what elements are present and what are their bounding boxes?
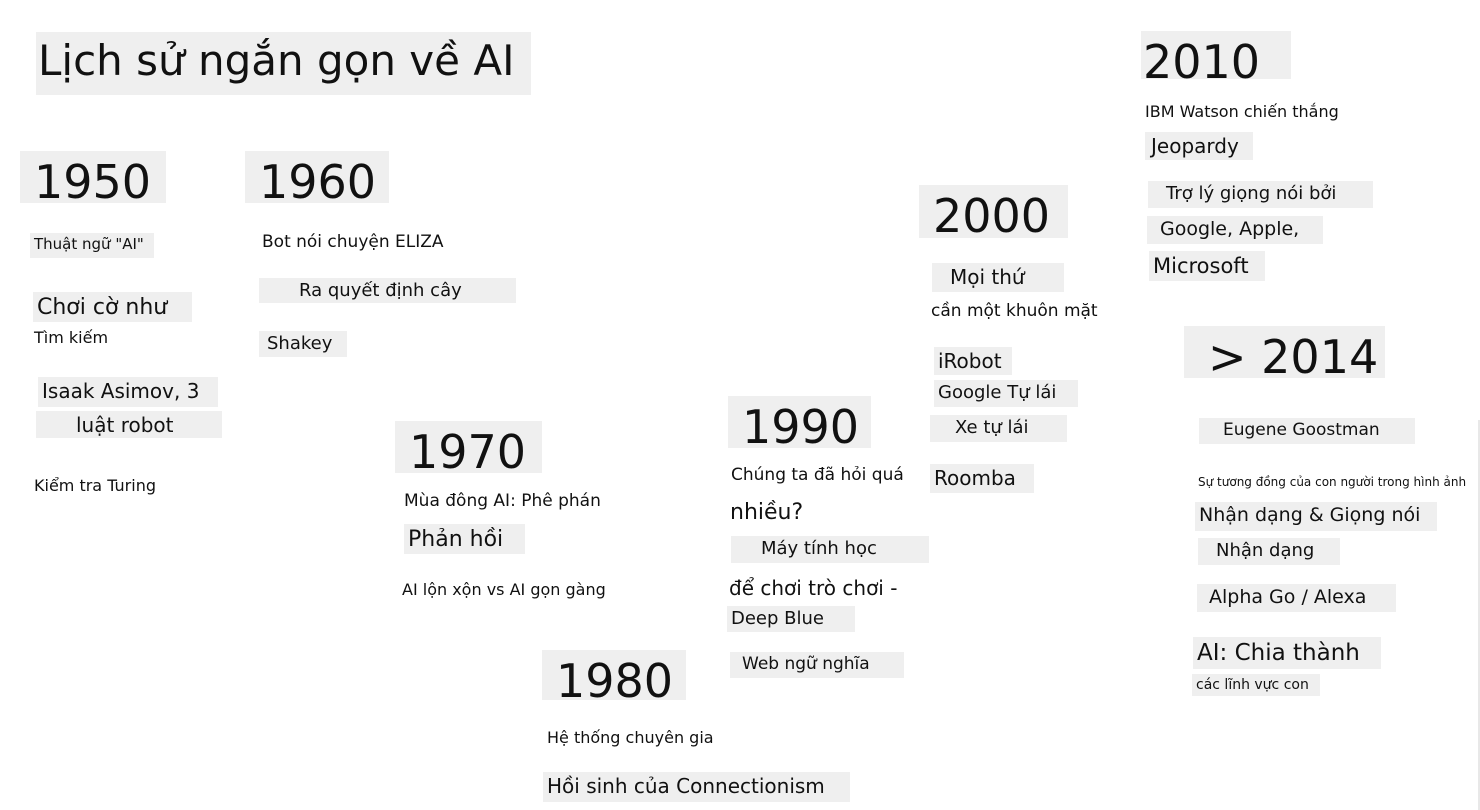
year-2010: 2010 <box>1141 31 1291 85</box>
item-1950-asimov: Isaak Asimov, 3 <box>38 377 218 407</box>
item-2010-jeopardy: Jeopardy <box>1145 132 1253 160</box>
item-1950-robot-laws: luật robot <box>36 411 222 438</box>
item-1960-decision-tree: Ra quyết định cây <box>259 278 516 303</box>
item-2010-watson: IBM Watson chiến thắng <box>1145 102 1339 121</box>
item-2014-speech-recognition: Nhận dạng & Giọng nói <box>1195 502 1437 531</box>
item-2014-recognition: Nhận dạng <box>1198 538 1340 565</box>
item-1960-eliza: Bot nói chuyện ELIZA <box>262 232 444 252</box>
item-1970-scruffy-neat: AI lộn xộn vs AI gọn gàng <box>402 580 606 599</box>
item-2014-human-parity-image: Sự tương đồng của con người trong hình ả… <box>1198 475 1467 489</box>
item-1990-asked-too: Chúng ta đã hỏi quá <box>731 465 904 485</box>
year-1970: 1970 <box>395 421 542 475</box>
item-1970-feedback: Phản hồi <box>404 524 525 554</box>
year-1990: 1990 <box>728 396 871 450</box>
item-2014-subfields: các lĩnh vực con <box>1192 674 1320 696</box>
right-edge-divider <box>1478 420 1480 810</box>
page-title: Lịch sử ngắn gọn về AI <box>36 32 531 95</box>
item-1950-chess: Chơi cờ như <box>33 292 192 322</box>
item-2014-ai-split: AI: Chia thành <box>1193 637 1381 669</box>
item-2014-alphago-alexa: Alpha Go / Alexa <box>1197 584 1396 612</box>
year-1980: 1980 <box>542 650 686 704</box>
item-1950-turing: Kiểm tra Turing <box>34 476 156 495</box>
year-1950: 1950 <box>20 151 166 205</box>
item-1970-ai-winter: Mùa đông AI: Phê phán <box>404 491 601 511</box>
item-1990-computer-learns: Máy tính học <box>731 536 929 563</box>
item-2000-needs-face: cần một khuôn mặt <box>931 301 1098 321</box>
item-2000-self-driving-car: Xe tự lái <box>930 415 1067 442</box>
year-1960: 1960 <box>245 151 389 205</box>
item-2010-microsoft: Microsoft <box>1149 251 1265 281</box>
item-2000-irobot: iRobot <box>934 347 1012 375</box>
year-2000: 2000 <box>919 185 1068 239</box>
item-1990-play-games: để chơi trò chơi - <box>729 576 898 600</box>
item-2014-goostman: Eugene Goostman <box>1199 418 1415 444</box>
item-1980-expert-systems: Hệ thống chuyên gia <box>547 728 714 747</box>
item-1950-term-ai: Thuật ngữ "AI" <box>30 233 154 258</box>
item-1960-shakey: Shakey <box>259 331 347 357</box>
item-1980-connectionism: Hồi sinh của Connectionism <box>543 772 850 802</box>
item-1950-search: Tìm kiếm <box>34 328 109 347</box>
item-2010-google-apple: Google, Apple, <box>1147 216 1323 244</box>
item-2000-google-self-driving: Google Tự lái <box>934 380 1078 407</box>
item-2000-everything: Mọi thứ <box>932 263 1064 292</box>
item-2000-roomba: Roomba <box>930 464 1034 493</box>
item-1990-much: nhiều? <box>730 500 804 525</box>
item-2010-voice-assistants: Trợ lý giọng nói bởi <box>1148 181 1373 208</box>
item-1990-deep-blue: Deep Blue <box>727 606 855 632</box>
year-2014: > 2014 <box>1184 326 1385 380</box>
item-1990-semantic-web: Web ngữ nghĩa <box>730 652 904 678</box>
